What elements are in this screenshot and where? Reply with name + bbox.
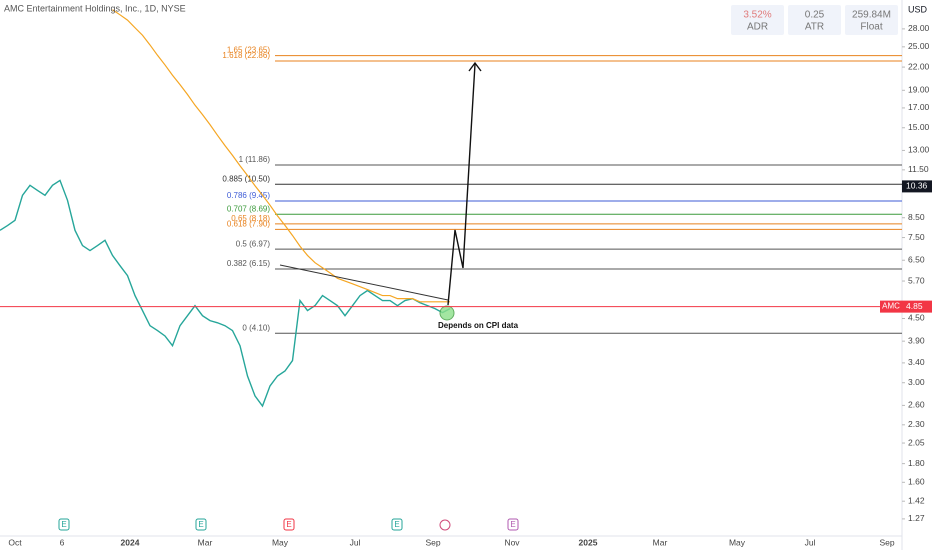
event-marker	[507, 518, 519, 531]
y-tick-label: 11.50	[908, 164, 929, 174]
projection-arrow	[447, 63, 476, 306]
y-tick-label: 4.50	[908, 313, 925, 323]
y-tick-label: 28.00	[908, 23, 930, 33]
x-tick-label: 2024	[121, 537, 140, 547]
y-tick-label: 3.90	[908, 335, 925, 345]
y-tick-label: 2.30	[908, 419, 925, 429]
x-tick-label: Oct	[8, 537, 22, 547]
y-tick-label: 2.05	[908, 437, 925, 447]
y-tick-label: 7.50	[908, 232, 925, 242]
name-tag-label: AMC	[882, 302, 900, 311]
y-tick-label: 15.00	[908, 122, 930, 132]
event-label: E	[61, 520, 66, 529]
event-marker	[283, 518, 295, 531]
x-tick-label: Sep	[425, 537, 440, 547]
price-tag-label: 10.36	[906, 181, 928, 191]
event-marker	[58, 518, 70, 531]
y-tick-label: 6.50	[908, 254, 925, 264]
stat-label: ATR	[805, 22, 824, 33]
y-tick-label: 5.70	[908, 275, 925, 285]
currency: USD	[908, 4, 928, 14]
y-tick-label: 17.00	[908, 102, 930, 112]
y-tick-label: 22.00	[908, 61, 930, 71]
y-tick-label: 1.42	[908, 495, 925, 505]
x-tick-label: 2025	[579, 537, 598, 547]
fib-label: 0.65 (8.18)	[231, 214, 270, 223]
event-marker	[439, 519, 451, 531]
fib-label: 0.382 (6.15)	[227, 259, 270, 268]
price-tag-label: 4.85	[906, 301, 923, 311]
y-tick-label: 8.50	[908, 212, 925, 222]
stat-value: 259.84M	[852, 10, 891, 21]
y-tick-label: 25.00	[908, 41, 930, 51]
arrow-head	[468, 61, 482, 72]
stat-value: 3.52%	[743, 10, 771, 21]
y-tick-label: 2.60	[908, 400, 925, 410]
x-tick-label: Mar	[198, 537, 213, 547]
fib-label: 1.65 (23.65)	[227, 46, 270, 55]
name-tag	[880, 300, 902, 313]
y-tick-label: 19.00	[908, 85, 930, 95]
y-tick-label: 3.40	[908, 357, 925, 367]
price-tag	[902, 300, 932, 313]
x-tick-label: May	[729, 537, 746, 547]
plot: 1.65 (23.65)1.618 (22.86) 1 (11.86) 0.885 …	[0, 9, 902, 408]
annotation: Depends on CPI data	[438, 321, 519, 330]
fib-label: 0.618 (7.90)	[227, 219, 270, 228]
y-tick-label: 3.00	[908, 377, 925, 387]
x-tick-label: Mar	[653, 537, 668, 547]
fib-label: 0.707 (8.69)	[227, 204, 270, 213]
fib-label: 0.885 (10.50)	[222, 174, 270, 183]
event-label: E	[394, 520, 399, 529]
event-label: E	[198, 520, 203, 529]
price-tag	[902, 180, 932, 193]
chart-title: AMC Entertainment Holdings, Inc., 1D, NY…	[4, 3, 186, 13]
trendline	[279, 264, 449, 301]
event-label: E	[510, 520, 515, 529]
stat-label: Float	[860, 22, 882, 33]
y-tick-label: 1.60	[908, 477, 925, 487]
stat-box	[731, 5, 784, 35]
x-tick-label: Jul	[805, 537, 816, 547]
x-tick-label: Jul	[350, 537, 361, 547]
stat-label: ADR	[747, 22, 768, 33]
fib-label: 0 (4.10)	[242, 323, 270, 332]
event-marker	[195, 518, 207, 531]
stat-value: 0.25	[805, 10, 825, 21]
x-tick-label: Sep	[879, 537, 894, 547]
y-tick-label: 1.27	[908, 513, 925, 523]
series-line	[0, 179, 451, 408]
x-tick-label: May	[272, 537, 289, 547]
fib-label: 0.5 (6.97)	[236, 239, 271, 248]
fib-label: 1 (11.86)	[239, 155, 271, 164]
y-tick-label: 13.00	[908, 145, 930, 155]
series-line	[112, 9, 450, 303]
event-marker	[391, 518, 403, 531]
stat-box	[845, 5, 898, 35]
fib-label: 0.786 (9.45)	[227, 191, 270, 200]
x-tick-label: Nov	[504, 537, 520, 547]
fib-label: 1.618 (22.86)	[222, 51, 270, 60]
event-label: E	[286, 520, 291, 529]
stat-box	[788, 5, 841, 35]
y-tick-label: 1.80	[908, 458, 925, 468]
highlight	[439, 305, 455, 321]
x-tick-label: 6	[60, 537, 65, 547]
